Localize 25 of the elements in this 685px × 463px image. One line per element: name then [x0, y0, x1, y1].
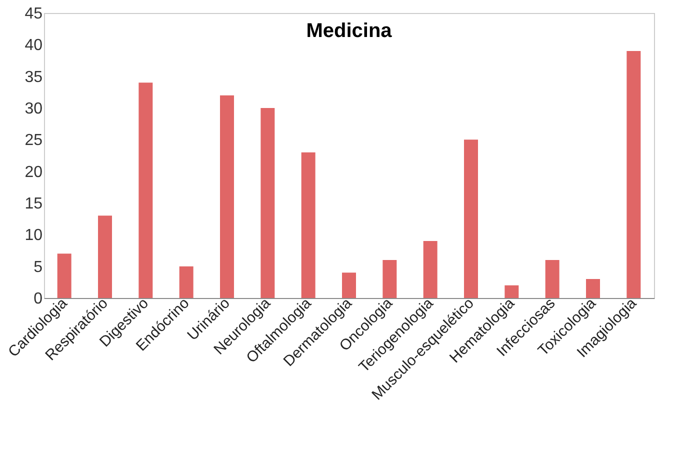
y-tick-label: 25 [24, 132, 43, 150]
bar [626, 51, 641, 298]
y-tick-label: 40 [24, 37, 43, 54]
y-tick-label: 10 [24, 227, 43, 244]
bar [220, 95, 234, 298]
bar [342, 272, 356, 298]
bar [464, 140, 478, 298]
bar [260, 108, 275, 298]
bar [423, 241, 438, 298]
y-tick-label: 35 [24, 68, 43, 86]
y-tick-label: 45 [24, 6, 43, 22]
bar [138, 82, 153, 298]
bar [301, 152, 316, 298]
y-tick-label: 30 [24, 100, 43, 118]
bar [98, 216, 112, 298]
y-tick-label: 5 [34, 258, 43, 276]
bar [57, 254, 72, 298]
bar [586, 279, 600, 298]
bar [382, 260, 397, 298]
y-tick-label: 20 [24, 164, 43, 181]
y-tick-label: 15 [24, 196, 43, 212]
bar [545, 260, 560, 298]
chart-title: Medicina [306, 20, 393, 42]
bar [179, 266, 194, 298]
bar [504, 285, 519, 298]
